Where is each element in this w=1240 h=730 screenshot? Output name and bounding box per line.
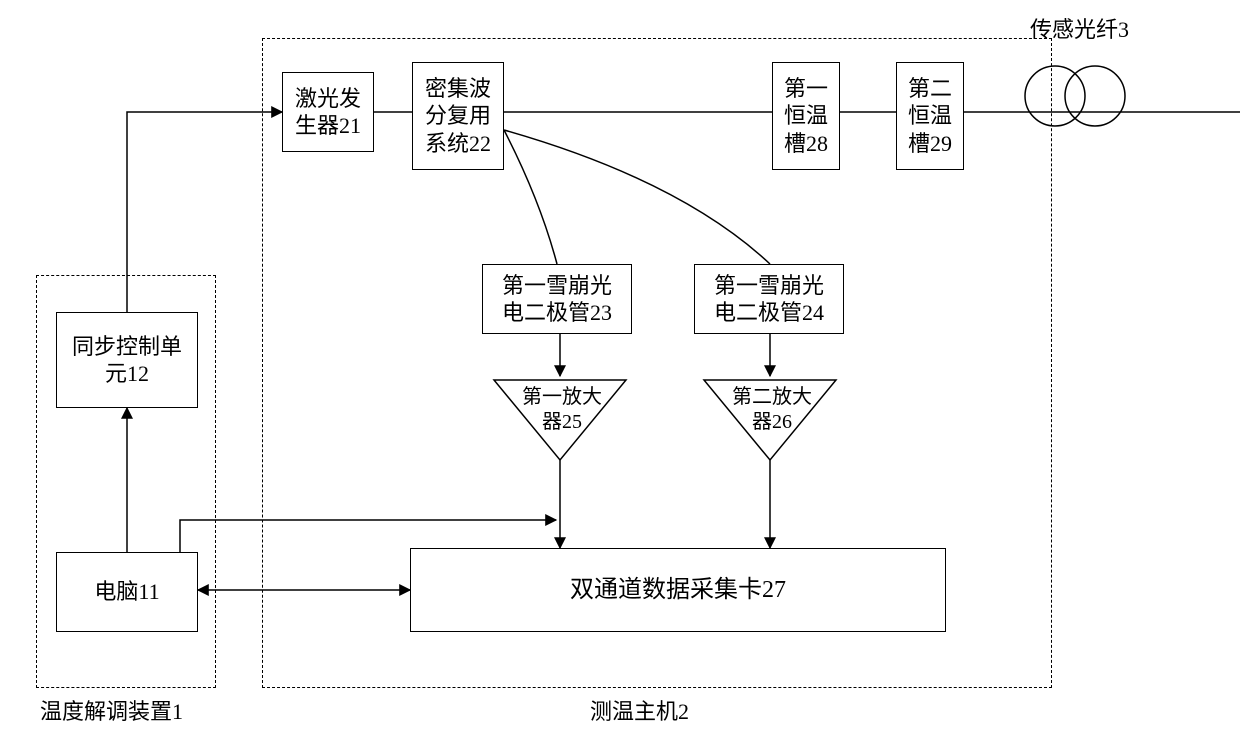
box-apd1: 第一雪崩光 电二极管23 <box>482 264 632 334</box>
box-computer: 电脑11 <box>56 552 198 632</box>
box-sync-ctrl: 同步控制单 元12 <box>56 312 198 408</box>
label-amp1: 第一放大 器25 <box>518 385 606 435</box>
text-computer: 电脑11 <box>94 578 159 606</box>
text-amp2: 第二放大 器26 <box>732 386 812 433</box>
text-daq: 双通道数据采集卡27 <box>570 575 786 605</box>
text-demod-device: 温度解调装置1 <box>40 699 183 724</box>
box-daq: 双通道数据采集卡27 <box>410 548 946 632</box>
text-dwdm: 密集波 分复用 系统22 <box>425 75 491 158</box>
text-thermo1: 第一 恒温 槽28 <box>784 75 828 158</box>
box-apd2: 第一雪崩光 电二极管24 <box>694 264 844 334</box>
text-laser: 激光发 生器21 <box>295 85 361 140</box>
text-apd2: 第一雪崩光 电二极管24 <box>714 272 824 327</box>
label-host: 测温主机2 <box>590 694 689 726</box>
diagram-canvas: 同步控制单 元12 电脑11 激光发 生器21 密集波 分复用 系统22 第一 … <box>0 0 1240 730</box>
text-sync-ctrl: 同步控制单 元12 <box>72 333 182 388</box>
label-sensor-fiber: 传感光纤3 <box>1030 12 1129 44</box>
label-amp2: 第二放大 器26 <box>728 385 816 435</box>
box-thermo2: 第二 恒温 槽29 <box>896 62 964 170</box>
text-thermo2: 第二 恒温 槽29 <box>908 75 952 158</box>
fiber-coil-right <box>1065 66 1125 126</box>
box-laser: 激光发 生器21 <box>282 72 374 152</box>
label-demod-device: 温度解调装置1 <box>40 694 183 726</box>
text-sensor-fiber: 传感光纤3 <box>1030 17 1129 42</box>
text-amp1: 第一放大 器25 <box>522 386 602 433</box>
text-host: 测温主机2 <box>590 699 689 724</box>
box-thermo1: 第一 恒温 槽28 <box>772 62 840 170</box>
text-apd1: 第一雪崩光 电二极管23 <box>502 272 612 327</box>
box-dwdm: 密集波 分复用 系统22 <box>412 62 504 170</box>
